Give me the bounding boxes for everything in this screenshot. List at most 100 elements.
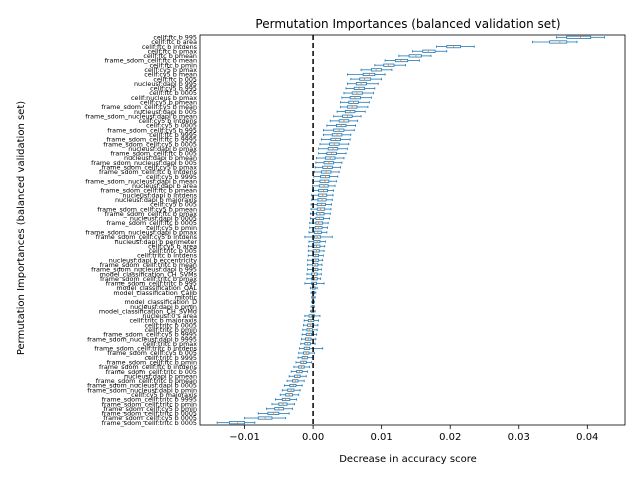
y-tick-label: model_classification_Calib <box>113 289 197 297</box>
x-tick-label: 0.01 <box>371 432 393 443</box>
y-tick-label: cellf:ftc b area <box>151 38 197 46</box>
y-tick-label: cellf:ftc b pmin <box>149 61 197 69</box>
y-tick-label: cellf:tritc b intdens <box>137 252 198 260</box>
y-tick-label: cellf:cy5 b intdens <box>139 117 198 125</box>
y-tick-label: frame_sdom_cellf:tritc b pmin <box>102 400 197 408</box>
y-tick-label: cellf:cy5 b 9995 <box>146 173 197 181</box>
x-tick-label: −0.01 <box>229 432 260 443</box>
y-tick-label: cellf:ftc b 005 <box>153 75 197 83</box>
y-tick-label: cellf:ftc b 9995 <box>149 131 197 139</box>
y-tick-label: frame_sdom_cellf:cy5 b 005 <box>107 349 197 357</box>
y-tick-label: frame_sdom_cellf:tritc b 9995 <box>102 396 197 404</box>
y-tick-label: frame_sdom_nucleusf:dapi b 9995 <box>87 335 197 343</box>
y-tick-label: frame_sdom_nucleusf:dapi b pmax <box>85 229 197 237</box>
y-tick-label: frame_sdom_cellf:tritc b pmax <box>100 275 197 283</box>
y-tick-label: frame_sdom_cellf:ftc b 0005 <box>106 219 197 227</box>
y-tick-label: model_classification_CH_SVMd <box>99 307 197 315</box>
plot-frame <box>199 34 626 426</box>
box <box>359 77 372 81</box>
y-tick-label: frame_sdom_nucleusf:dapi b 005 <box>91 159 197 167</box>
y-tick-label: cellf:cy5 b area <box>148 242 197 250</box>
y-tick-label: cellf:cy5 b mean <box>144 71 197 79</box>
y-tick-label: cellf:nucleus b pmax <box>131 94 197 102</box>
y-tick-label: cellf:ftc b 0005 <box>149 89 197 97</box>
x-axis-label: Decrease in accuracy score <box>339 454 477 465</box>
y-tick-label: frame_sdom_cellf:tritc b 995 <box>106 280 197 288</box>
y-tick-label: nucleusf:dapi b 0005 <box>130 215 197 223</box>
y-tick-label: nucleusf:dapi b area <box>132 182 197 190</box>
y-tick-label: frame_sdom_cellf:ftc b mean <box>105 57 197 65</box>
y-tick-label: nucleusf:dapi b eccentricity <box>109 256 197 264</box>
y-tick-label: frame_sdom_cellf:cy5 b mean <box>101 103 197 111</box>
y-tick-label: nucleusf:0 s area <box>142 312 197 320</box>
y-tick-label: cellf:ftc b 995 <box>153 34 197 42</box>
x-tick-label: 0.04 <box>576 432 598 443</box>
y-tick-label: cellf:cy5 b pmean <box>140 99 197 107</box>
y-tick-label: frame_sdom_cellf:tritc b pmean <box>96 377 197 385</box>
y-tick-label: cellf:tritc b 005 <box>149 247 197 255</box>
y-tick-label: frame_sdom_cellf:ftc b intdens <box>99 168 198 176</box>
y-tick-label: frame_sdom_cellf:cy5 b pmax <box>102 164 198 172</box>
y-tick-label: cellf:tritc b majoraxis <box>130 317 198 325</box>
box <box>394 58 409 63</box>
y-tick-label: frame_sdom_cellf:cy5 b pmean <box>97 205 197 213</box>
y-tick-label: cellf:cy5 b 005 <box>150 201 197 209</box>
y-tick-label: nucleusf:dapi b 995 <box>134 80 197 88</box>
y-tick-label: cellf:ftc b pmean <box>143 52 197 60</box>
x-tick-label: 0.00 <box>302 432 324 443</box>
y-tick-label: model_classification_D <box>124 298 197 306</box>
y-tick-label: cellf:ftc b pmax <box>148 47 198 55</box>
y-tick-label: nucleusf:dapi b pmean <box>124 372 197 380</box>
y-tick-label: frame_sdom_nucleusf:dapi b mean <box>85 177 197 185</box>
y-tick-label: frame_sdom_cellf:tritc b 0005 <box>102 419 197 427</box>
y-tick-label: nucleusf:dapi b perimeter <box>115 238 198 246</box>
y-tick-label: cellf:tritc b pmax <box>143 340 197 348</box>
y-tick-label: model_classification_QAL <box>116 284 197 292</box>
y-tick-label: frame_sdom_cellf:ftc b pmean <box>101 187 198 195</box>
y-tick-label: frame_sdom_cellf:cy5 b intdens <box>96 233 198 241</box>
box <box>229 421 245 425</box>
y-tick-label: frame_sdom_cellf:cy5 b pmin <box>103 405 197 413</box>
y-tick-label: frame_sdom_cellf:tritc b intdens <box>94 345 197 353</box>
box <box>315 221 324 225</box>
y-tick-label: cellf:tritc b 9995 <box>145 354 197 362</box>
chart-title: Permutation Importances (balanced valida… <box>255 17 560 31</box>
y-tick-label: frame_sdom_cellf:ftc b 9995 <box>106 136 197 144</box>
y-tick-label: frame_sdom_nucleusf:dapi b 995 <box>91 266 197 274</box>
box <box>408 54 422 58</box>
y-tick-label: frame_sdom_cellf:cy5 b 0005 <box>103 414 197 422</box>
y-tick-label: frame_sdom_nucleusf:dapi b mean <box>85 112 197 120</box>
y-tick-label: nucleusf:dapi b majoraxis <box>115 196 198 204</box>
y-tick-label: frame_sdom_cellf:ftc b pmin <box>107 359 197 367</box>
box <box>422 49 436 53</box>
y-tick-label: model_classification_CH_SVMs <box>100 270 198 278</box>
y-tick-label: frame_sdom_cellf:tritc b mean <box>100 261 197 269</box>
y-tick-label: nucleusf:dapi b 005 <box>134 108 197 116</box>
y-tick-label: cellf:cy5 b 0005 <box>146 122 197 130</box>
y-tick-label: frame_sdom_cellf:cy5 b 995 <box>107 126 197 134</box>
y-tick-label: cellf:cy5 b majoraxis <box>131 391 198 399</box>
y-tick-label: mitotic <box>175 294 198 302</box>
y-tick-label: frame_sdom_cellf:ftc b 005 <box>110 150 197 158</box>
y-tick-label: frame_sdom_cellf:ftc b pmax <box>105 210 198 218</box>
y-tick-label: nucleusf:dapi b pmin <box>130 303 197 311</box>
y-tick-label: nucleusf:dapi b intdens <box>123 191 198 199</box>
box <box>549 40 568 44</box>
y-tick-label: frame_sdom_nucleusf:dapi b 0005 <box>87 382 197 390</box>
y-tick-label: frame_sdom_cellf:ftc b intdens <box>99 363 198 371</box>
y-tick-label: frame_sdom_cellf:cy5 b 9995 <box>103 331 197 339</box>
y-tick-label: nucleusf:dapi b pmax <box>128 145 197 153</box>
y-tick-label: cellf:cy5 b 995 <box>150 85 197 93</box>
box <box>566 35 592 39</box>
y-tick-label: cellf:ftc b intdens <box>142 43 198 51</box>
y-tick-label: frame_sdom_cellf:tritc b 0005 <box>102 410 197 418</box>
y-tick-label: nucleusf:dapi b pmean <box>124 154 197 162</box>
y-tick-label: frame_sdom_nucleusf:dapi b pmin <box>87 386 197 394</box>
x-tick-label: 0.03 <box>508 432 530 443</box>
y-tick-label: frame_sdom_cellf:cy5 b 0005 <box>103 140 197 148</box>
y-tick-label: frame_sdom_cellf:tritc b 005 <box>106 368 197 376</box>
y-tick-label: cellf:cy5 b pmax <box>144 66 197 74</box>
